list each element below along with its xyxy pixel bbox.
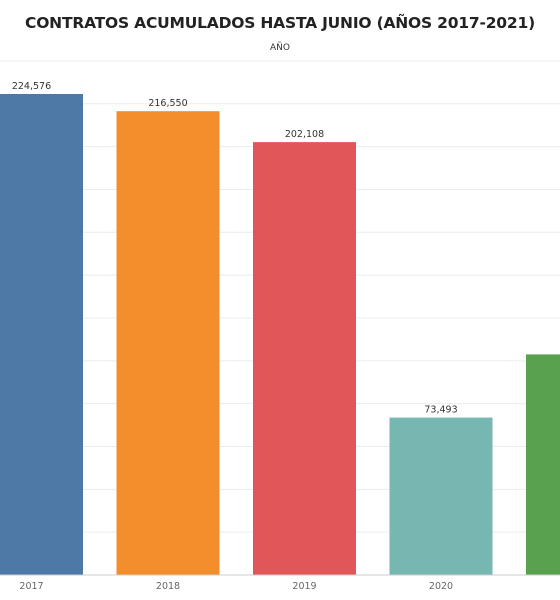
- bar-2017: [0, 94, 83, 575]
- x-tick-label-2018: 2018: [156, 581, 180, 592]
- bars: [0, 94, 560, 576]
- chart-title: CONTRATOS ACUMULADOS HASTA JUNIO (AÑOS 2…: [25, 14, 535, 32]
- bar-2019: [253, 142, 356, 576]
- x-tick-label-2019: 2019: [292, 581, 316, 592]
- value-labels: 224,576 216,550 202,108 73,493: [12, 81, 458, 416]
- x-tick-label-2020: 2020: [429, 581, 453, 592]
- bar-value-label-2017: 224,576: [12, 81, 51, 92]
- bar-value-label-2020: 73,493: [424, 405, 457, 416]
- x-tick-label-2017: 2017: [19, 581, 43, 592]
- bar-2021: [526, 354, 560, 575]
- x-axis-title: AÑO: [270, 43, 290, 53]
- bar-value-label-2018: 216,550: [148, 98, 187, 109]
- bar-value-label-2019: 202,108: [285, 129, 324, 140]
- bar-2018: [116, 111, 220, 576]
- x-tick-labels: 20172018201920202021: [19, 581, 453, 592]
- bar-2020: [389, 417, 493, 575]
